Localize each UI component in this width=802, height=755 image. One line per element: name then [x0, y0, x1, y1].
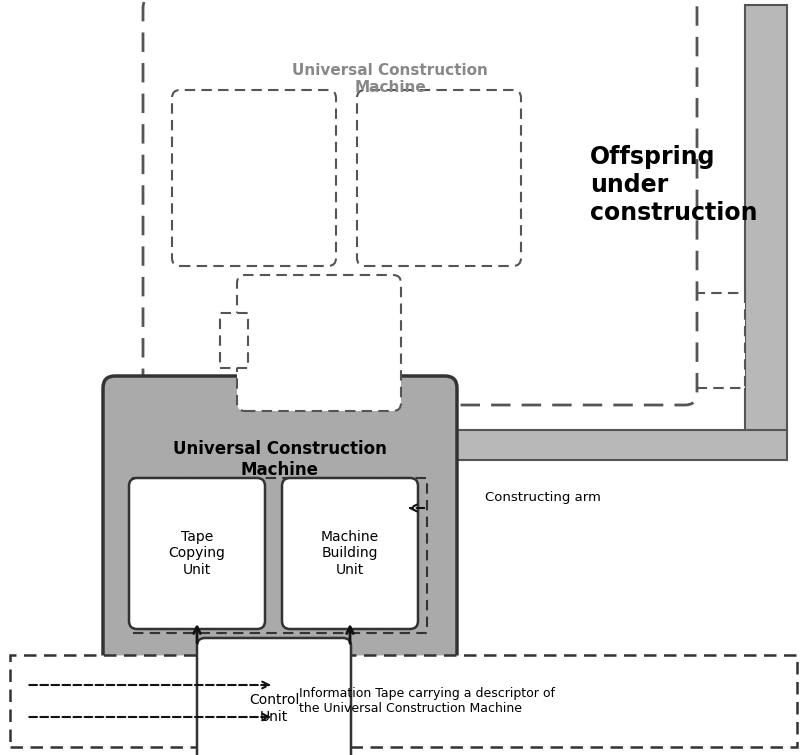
- Text: Offspring
under
construction: Offspring under construction: [590, 145, 758, 225]
- FancyBboxPatch shape: [172, 90, 336, 266]
- Bar: [745, 5, 787, 432]
- Bar: [680, 293, 745, 388]
- Text: Universal Construction
Machine: Universal Construction Machine: [292, 63, 488, 95]
- FancyBboxPatch shape: [143, 0, 697, 405]
- Bar: [10, 655, 797, 747]
- FancyBboxPatch shape: [282, 478, 418, 629]
- FancyBboxPatch shape: [197, 638, 351, 755]
- Text: Control
Unit: Control Unit: [249, 693, 299, 723]
- Text: Tape
Copying
Unit: Tape Copying Unit: [168, 530, 225, 577]
- FancyBboxPatch shape: [237, 275, 401, 411]
- Bar: [395, 430, 787, 460]
- Text: Information Tape carrying a descriptor of
the Universal Construction Machine: Information Tape carrying a descriptor o…: [299, 687, 555, 715]
- FancyBboxPatch shape: [357, 90, 521, 266]
- FancyBboxPatch shape: [103, 376, 457, 730]
- Text: Machine
Building
Unit: Machine Building Unit: [321, 530, 379, 577]
- Text: Universal Construction
Machine: Universal Construction Machine: [173, 440, 387, 479]
- FancyBboxPatch shape: [129, 478, 265, 629]
- Bar: [220, 313, 248, 368]
- Bar: [133, 478, 427, 633]
- Text: Constructing arm: Constructing arm: [485, 492, 601, 504]
